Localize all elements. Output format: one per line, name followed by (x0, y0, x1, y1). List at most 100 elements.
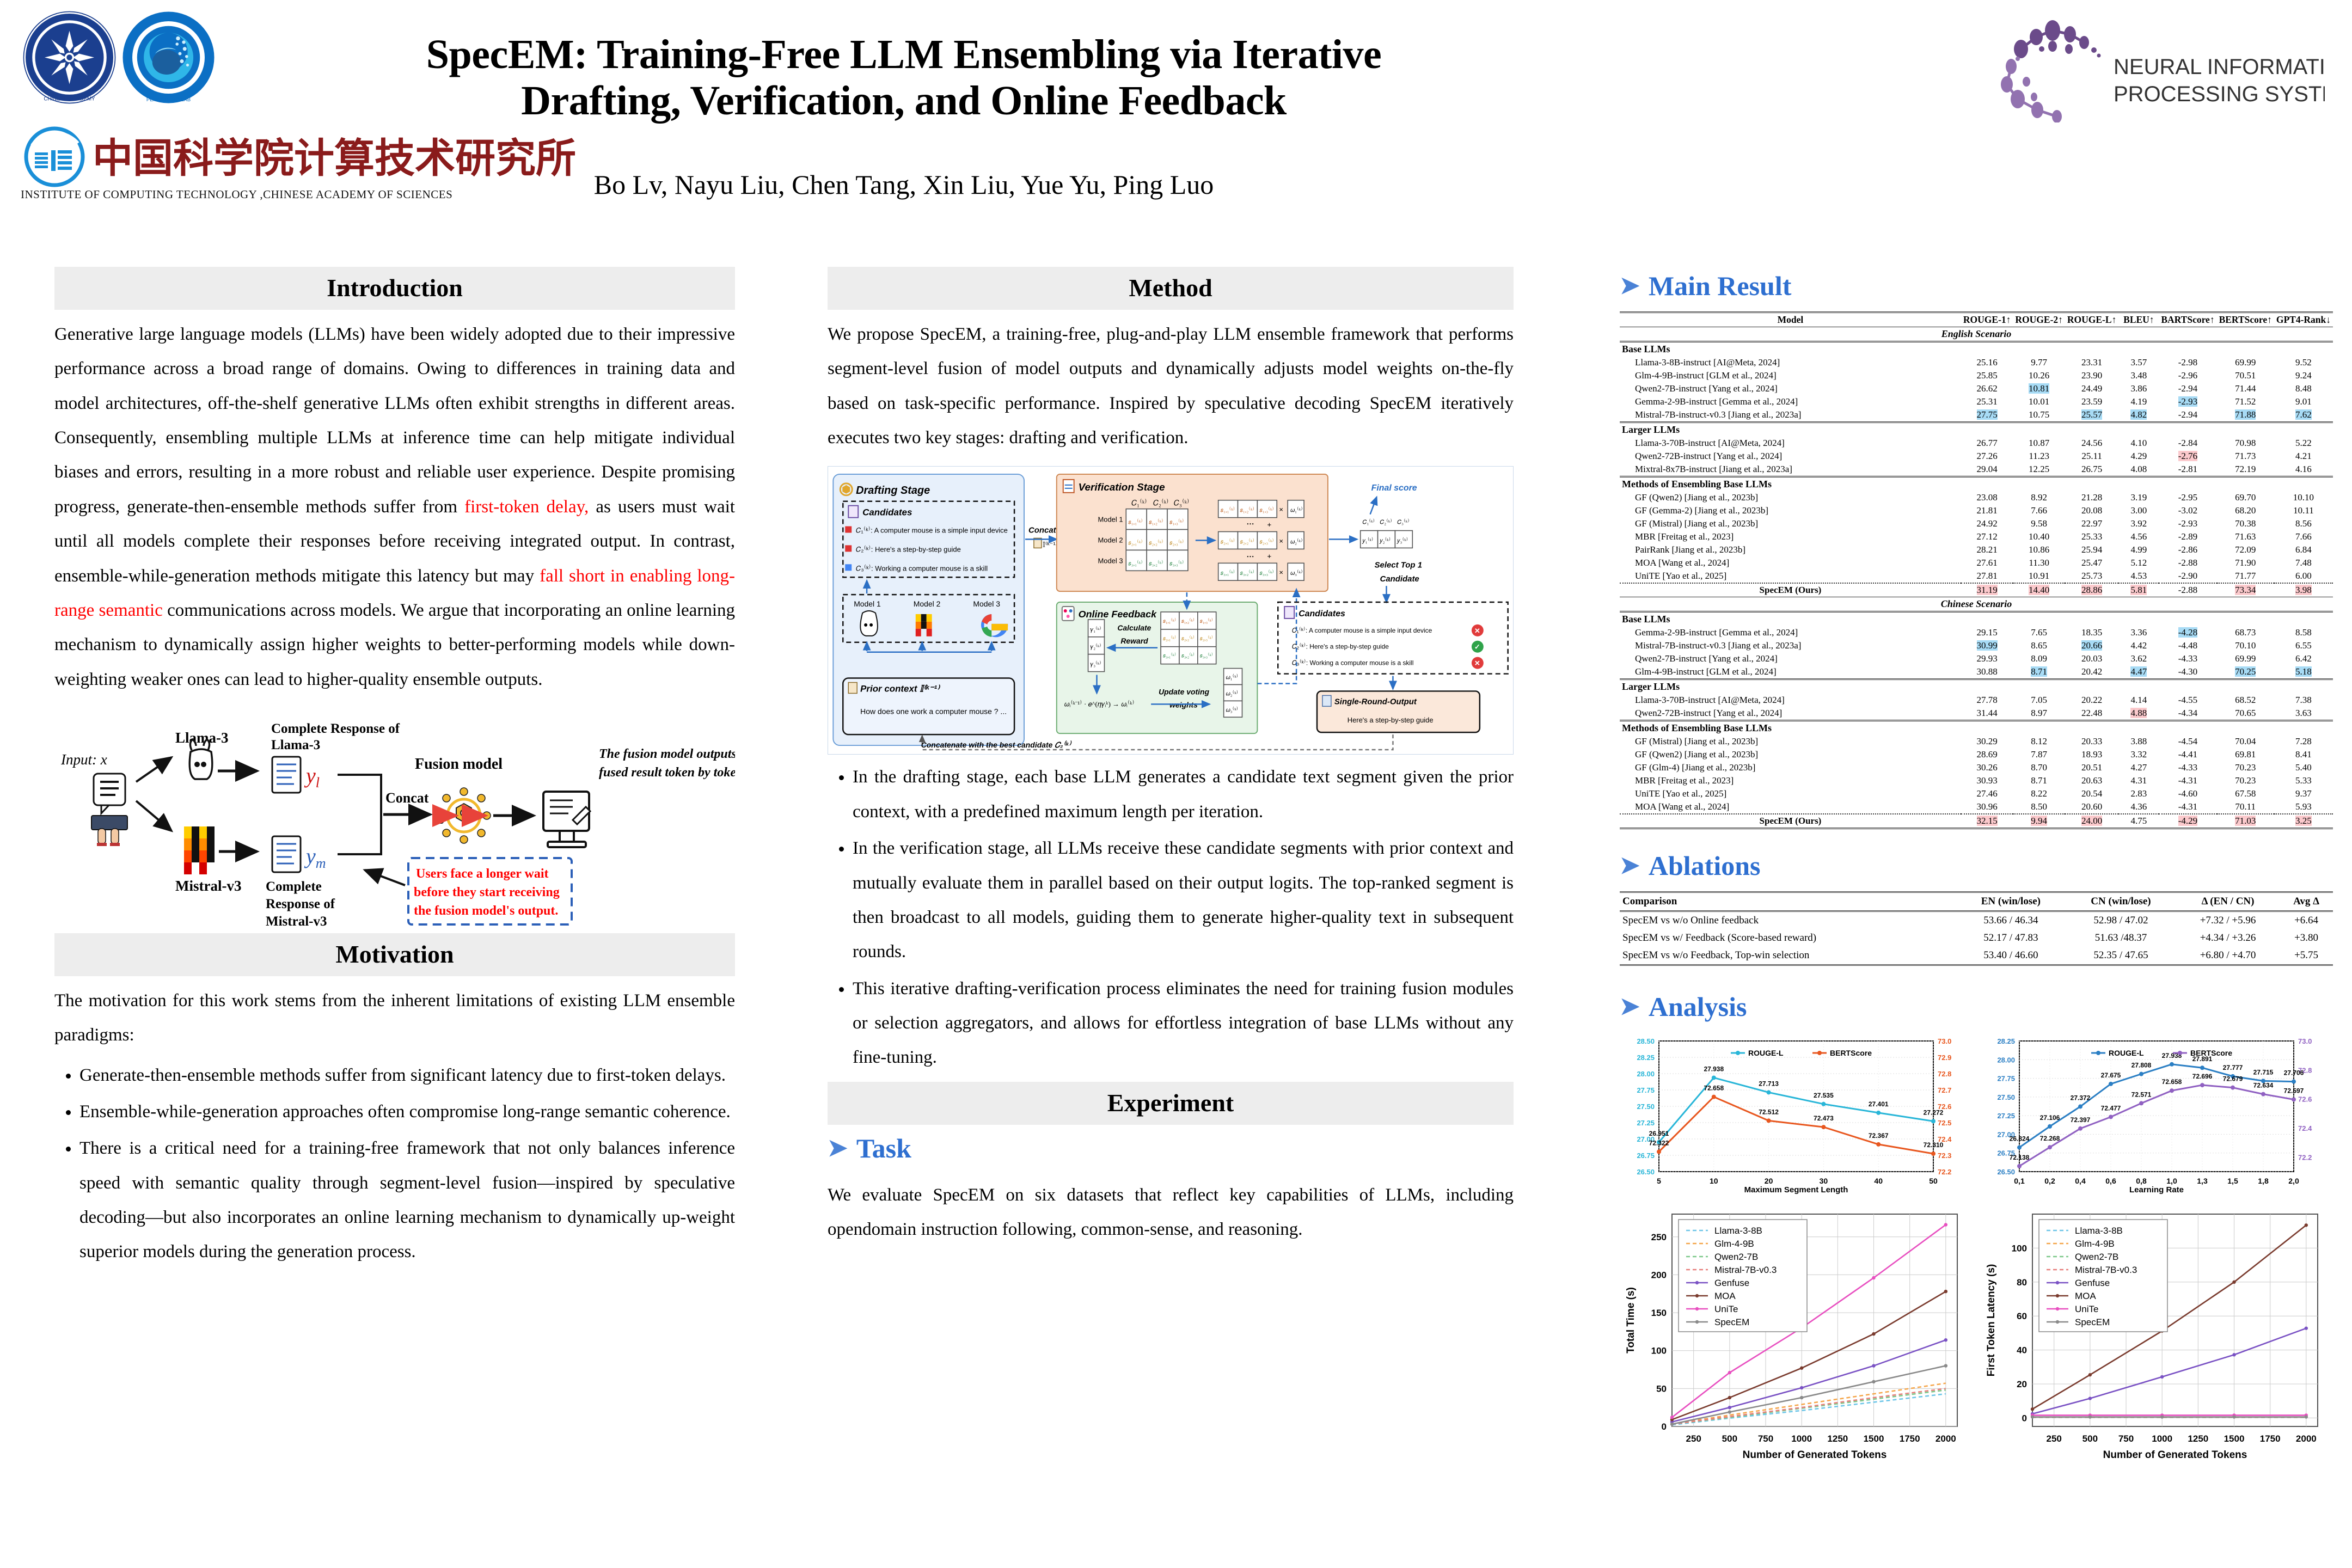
intro-text-span-0: Generative large language models (LLMs) … (54, 324, 735, 517)
cell-value: 68.73 (2235, 627, 2256, 638)
x-tick: 1000 (2152, 1434, 2172, 1444)
svg-text:𝑠₂,₃⁽ᵏ⁾: 𝑠₂,₃⁽ᵏ⁾ (1169, 540, 1184, 547)
table-row: GF (Glm-4) [Jiang et al., 2023b] 30.26 8.7… (1620, 761, 2333, 774)
svg-text:PENGCHENG LAB: PENGCHENG LAB (146, 97, 191, 103)
fig1-fusion-label: Fusion model (415, 756, 503, 773)
group-title: Methods of Ensembling Base LLMs (1622, 479, 1772, 489)
table-row: Qwen2-72B-instruct [Yang et al., 2024] 31… (1620, 707, 2333, 721)
y-tick-left: 26.75 (1997, 1149, 2015, 1157)
cell-value: 28.69 (1976, 749, 1998, 759)
cell-value: 20.33 (2081, 736, 2103, 746)
cell-value: 69.99 (2235, 357, 2256, 367)
cell-value: 27.75 (1976, 409, 1998, 420)
model-name: UniTE [Yao et al., 2025] (1635, 788, 1727, 799)
series-line-BERTScore (1658, 1095, 1934, 1155)
svg-text:Model 1: Model 1 (1098, 516, 1123, 524)
cell-value: 29.15 (1976, 627, 1998, 638)
y-tick-left: 27.50 (1997, 1093, 2015, 1101)
model-name: Glm-4-9B-instruct [GLM et al., 2024] (1635, 370, 1777, 381)
x-tick: 750 (1758, 1434, 1773, 1444)
x-tick: 30 (1820, 1177, 1828, 1185)
y-tick-left: 27.00 (1997, 1130, 2015, 1138)
cell-value: 31.19 (1976, 585, 1998, 595)
table-row: Glm-4-9B-instruct [GLM et al., 2024] 30.8… (1620, 665, 2333, 679)
cell-value: 8.48 (2295, 383, 2312, 394)
cell-value: 25.73 (2081, 571, 2103, 581)
ict-logo-caption: INSTITUTE OF COMPUTING TECHNOLOGY ,CHINE… (21, 188, 453, 201)
legend-entry: Qwen2-7B (2075, 1252, 2118, 1262)
cell-value: 22.48 (2081, 708, 2103, 718)
model-name: UniTE [Yao et al., 2025] (1635, 571, 1727, 581)
model-name: MBR [Freitag et al., 2023] (1635, 531, 1734, 542)
cell-value: 20.54 (2081, 788, 2103, 799)
cell-value: 4.47 (2130, 666, 2147, 677)
cell-value: 70.65 (2235, 708, 2256, 718)
cell-value: -2.95 (2178, 492, 2198, 503)
output-monitor-icon (542, 790, 592, 848)
series-line-ROUGE-L (2019, 1063, 2294, 1148)
x-tick: 1,5 (2227, 1177, 2238, 1185)
author-list: Bo Lv, Nayu Liu, Chen Tang, Xin Liu, Yue… (593, 169, 1214, 200)
svg-text:𝜔₃⁽ᵏ⁾: 𝜔₃⁽ᵏ⁾ (1226, 707, 1239, 714)
y-tick: 100 (2012, 1243, 2027, 1253)
point-label: 72.571 (2132, 1091, 2152, 1098)
fig2-update-weights-1: Update voting (1159, 688, 1209, 696)
fig2-cand-3: 𝐶₃⁽ᵏ⁾: Working a computer mouse is a ski… (856, 565, 988, 573)
cell-value: 3.36 (2130, 627, 2147, 638)
motivation-intro: The motivation for this work stems from … (54, 990, 735, 1045)
scenario-label: Chinese Scenario (1940, 598, 2012, 609)
section-header-motivation: Motivation (54, 933, 735, 976)
cell-value: 25.57 (2081, 409, 2103, 420)
intro-text-span-2: as users must wait until all models comp… (54, 497, 735, 586)
legend-entry: Genfuse (1714, 1278, 1749, 1288)
title-line-1: SpecEM: Training-Free LLM Ensembling via… (426, 32, 1382, 77)
ablations-table: Comparison EN (win/lose) CN (win/lose) Δ (E… (1620, 891, 2333, 971)
cell-value: 11.23 (2029, 451, 2049, 461)
cell-value: -3.02 (2178, 505, 2198, 516)
x-tick: 1500 (1864, 1434, 1884, 1444)
cell-value: -4.33 (2178, 762, 2198, 773)
fig2-model2-label: Model 2 (914, 599, 941, 608)
ablation-comparison: SpecEM vs w/ Feedback (Score-based rewar… (1622, 932, 1817, 944)
point-label: 72.634 (2253, 1082, 2274, 1089)
intro-text-span-3: fall short in enabling long-range semant… (54, 566, 735, 620)
fig1-concat-label: Concat (385, 790, 429, 806)
cell-value: 72.19 (2235, 464, 2256, 474)
svg-text:𝛾₁⁽ᵏ⁾: 𝛾₁⁽ᵏ⁾ (1091, 626, 1102, 633)
group-title: Larger LLMs (1622, 681, 1680, 692)
analysis-heading-label: Analysis (1648, 991, 1747, 1022)
ablation-delta: +7.32 / +5.96 (2200, 915, 2256, 926)
cell-value: 25.94 (2081, 544, 2103, 555)
cell-value: 25.33 (2081, 531, 2103, 542)
y-tick: 40 (2017, 1345, 2027, 1356)
cell-value: 30.93 (1976, 775, 1998, 786)
point-label: 27.401 (1869, 1100, 1889, 1108)
cell-value: -2.86 (2178, 544, 2198, 555)
ablation-cn: 52.98 / 47.02 (2093, 915, 2148, 926)
status-badges: ✕ ✓ ✕ (1471, 624, 1484, 670)
x-tick: 1750 (1900, 1434, 1920, 1444)
svg-text:𝑠₂,₃⁽ᵏ⁾: 𝑠₂,₃⁽ᵏ⁾ (1200, 635, 1213, 642)
cell-value: 7.28 (2295, 736, 2312, 746)
svg-text:𝑦₁⁽ᵏ⁾: 𝑦₁⁽ᵏ⁾ (1362, 537, 1374, 544)
motivation-bullet-2: There is a critical need for a training-… (79, 1131, 735, 1269)
cell-value: 32.15 (1976, 816, 1998, 826)
cell-value: 2.83 (2130, 788, 2147, 799)
cell-value: 30.29 (1976, 736, 1998, 746)
x-tick: 0,8 (2136, 1177, 2147, 1185)
method-bullet-2: This iterative drafting-verification pro… (853, 972, 1514, 1075)
svg-text:×: × (1279, 569, 1283, 578)
fig2-online-feedback-label: Online Feedback (1079, 609, 1157, 620)
svg-text:𝑠₁,₂⁽ᵏ⁾: 𝑠₁,₂⁽ᵏ⁾ (1181, 617, 1195, 624)
cell-value: -2.88 (2178, 585, 2198, 595)
x-tick: 5 (1657, 1177, 1661, 1185)
svg-text:𝕀⁽ᵏ⁻¹⁾: 𝕀⁽ᵏ⁻¹⁾ (1043, 541, 1057, 549)
abl-col-0: Comparison (1622, 896, 1677, 907)
legend-entry: Mistral-7B-v0.3 (2075, 1265, 2137, 1275)
table-row: Qwen2-72B-instruct [Yang et al., 2024] 27… (1620, 450, 2333, 463)
point-label: 72.268 (2040, 1135, 2060, 1142)
y-tick-left: 27.25 (1637, 1119, 1655, 1127)
legend-entry: BERTScore (1830, 1049, 1872, 1057)
point-label: 72.138 (2010, 1154, 2030, 1161)
svg-text:Model 3: Model 3 (1098, 557, 1123, 565)
